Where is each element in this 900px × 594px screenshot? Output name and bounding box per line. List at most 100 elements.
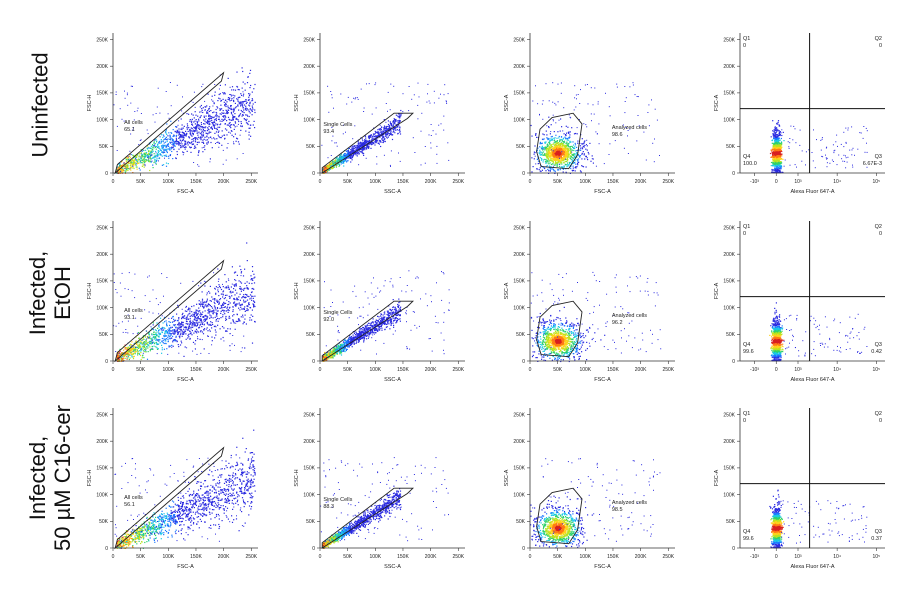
density-point [214,127,216,129]
density-point [186,142,188,144]
density-point [557,161,559,163]
density-point [248,120,250,122]
density-point [541,151,543,153]
density-point [360,145,362,147]
density-point [185,140,187,142]
density-point [375,139,377,141]
density-point [206,132,208,135]
density-point [199,136,202,138]
density-point [207,133,209,135]
density-point [772,135,774,137]
density-point [232,94,234,96]
density-point [232,124,235,126]
density-point [198,131,200,133]
density-point [402,111,404,113]
density-point [397,132,399,134]
density-point [365,148,368,150]
density-point [208,131,210,133]
density-point [574,147,576,150]
density-point [139,162,141,164]
density-point [212,105,214,107]
density-point [144,163,146,165]
density-point [556,155,558,157]
density-point [386,129,388,131]
density-point [585,124,587,126]
gate-outline[interactable] [536,112,583,170]
density-point [366,146,368,148]
density-point [574,162,576,164]
density-point [387,91,389,93]
density-point [584,144,586,146]
density-point [420,130,422,132]
density-point [197,115,199,117]
density-point [149,156,151,158]
density-point [219,109,221,111]
density-point [245,100,247,102]
density-point [551,155,553,157]
density-point [576,98,577,100]
density-point [545,146,547,148]
density-point [547,157,549,159]
density-point [346,161,348,163]
density-point [444,84,446,86]
density-point [384,129,386,131]
density-point [549,162,551,164]
density-point [548,160,550,162]
density-point [202,135,204,137]
density-point [572,154,574,156]
density-point [574,156,576,158]
density-point [190,142,192,144]
density-point [557,148,560,150]
density-point [222,119,224,122]
density-point [778,141,780,143]
density-point [348,151,350,153]
density-point [578,155,581,157]
density-point [579,155,582,157]
density-point [135,159,137,161]
density-point [776,158,778,160]
density-point [127,169,129,171]
density-point [350,161,352,163]
density-point [398,129,400,131]
density-point [115,91,117,93]
density-point [219,120,221,122]
density-point [175,140,177,142]
density-point [539,151,541,153]
density-point [561,151,563,153]
density-point [181,127,183,129]
density-point [127,159,129,161]
density-point [228,118,230,120]
density-point [240,129,242,131]
density-point [581,147,583,149]
density-point [546,143,548,145]
density-point [380,128,382,130]
density-point [361,142,363,144]
density-point [157,153,159,155]
density-point [127,161,129,163]
density-point [587,159,589,161]
density-point [586,144,587,145]
density-point [204,136,206,138]
density-point [361,144,363,146]
density-point [576,133,578,135]
density-point [541,103,543,105]
density-point [141,155,143,157]
density-point [220,104,222,106]
density-point [220,100,222,102]
density-point [363,147,365,149]
density-point [539,114,540,116]
density-point [180,136,182,138]
density-point [357,98,359,100]
density-point [197,132,199,134]
density-point [201,141,203,143]
density-point [568,161,570,164]
density-point [386,137,388,139]
density-point [204,109,206,111]
density-point [225,159,227,161]
gate-outline[interactable] [321,112,415,174]
density-point [220,123,222,125]
density-point [338,160,340,162]
gate-outline[interactable] [114,71,225,175]
density-point [553,156,555,158]
density-point [375,132,377,134]
